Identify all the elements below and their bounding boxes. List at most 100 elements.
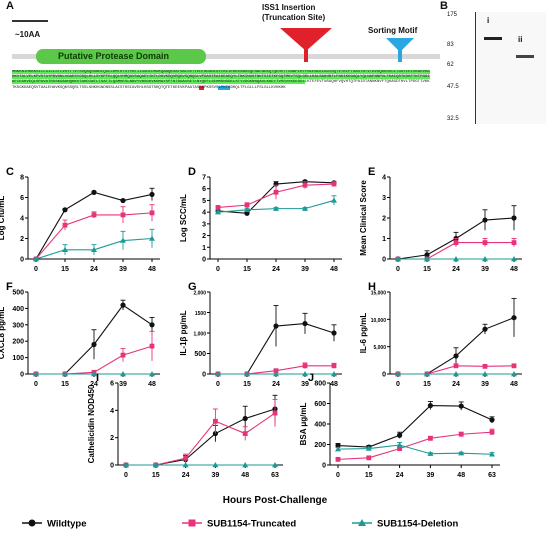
scale-bar-label: ~10AA (15, 30, 41, 39)
insertion-line (304, 46, 308, 62)
y-tick-label: 300 (12, 322, 24, 329)
panel-letter: G (188, 281, 197, 293)
blot-band-label-i: i (487, 16, 490, 25)
data-point-triangle (215, 371, 221, 377)
legend-label: SUB1154-Deletion (377, 519, 459, 530)
ladder-label: 175 (447, 12, 458, 18)
data-point-square (242, 431, 248, 436)
data-point-triangle (123, 462, 129, 468)
y-tick-label: 6 (20, 195, 24, 202)
data-point-triangle (62, 371, 68, 377)
panel-letter-a: A (6, 0, 14, 12)
legend: Wildtype SUB1154-Truncated SUB1154-Deletio… (22, 519, 459, 530)
y-tick-label: 200 (12, 339, 24, 346)
x-tick-label: 48 (510, 266, 518, 273)
x-tick-label: 0 (396, 381, 400, 388)
data-point-square (272, 410, 278, 416)
data-point-square (331, 363, 337, 369)
data-point-triangle (395, 371, 401, 377)
data-point-circle (335, 442, 341, 449)
x-tick-label: 48 (330, 266, 338, 273)
x-tick-label: 24 (272, 381, 280, 388)
ladder-label: 62 (447, 62, 454, 68)
data-point-triangle (302, 371, 308, 377)
chart-j: J 0 200 400 600 800 0 15 24 39 48 63 BSA μg/mL (299, 372, 500, 479)
data-point-circle (91, 189, 97, 195)
sequence-middle: LKTEFEVTNSGQHFVQVHTQTPAIDTANNKNVFTQKAGDT… (12, 80, 430, 90)
motif-label: Sorting Motif (368, 26, 418, 35)
sequence-end: DKQLTFLGLLLFSLGLLKVKKHK (230, 85, 286, 90)
data-point-square (273, 368, 279, 374)
data-point-triangle (120, 237, 126, 243)
x-tick-label: 39 (427, 472, 435, 479)
data-point-square (482, 240, 488, 245)
data-point-triangle (331, 197, 337, 203)
blot-band-i (484, 37, 502, 40)
y-axis-label: CXCL8 pg/mL (0, 307, 6, 360)
x-tick-label: 24 (396, 472, 404, 479)
data-point-circle (302, 320, 308, 327)
data-point-triangle (489, 451, 495, 457)
data-point-square (120, 212, 126, 218)
protease-domain-bar (36, 49, 206, 64)
chart-h: H 0 5,000 10,000 15,000 0 15 24 39 48 IL-6 pg/mL (359, 281, 522, 388)
x-tick-label: 48 (148, 381, 156, 388)
legend-label: Wildtype (47, 519, 87, 530)
y-tick-label: 1500 (195, 311, 206, 317)
legend-label: SUB1154-Truncated (207, 519, 296, 530)
panel-letter: E (368, 166, 375, 178)
data-point-triangle (91, 246, 97, 252)
y-tick-label: 7 (202, 175, 206, 182)
x-tick-label: 39 (301, 381, 309, 388)
y-tick-label: 1 (382, 236, 386, 243)
data-point-square (331, 181, 337, 187)
data-point-circle (120, 302, 126, 308)
data-point-triangle (396, 442, 403, 448)
ladder-label: 47.5 (447, 84, 459, 90)
y-tick-label: 8 (20, 175, 24, 182)
x-tick-label: 24 (90, 381, 98, 388)
data-point-circle (244, 210, 250, 216)
data-point-square (366, 455, 372, 461)
data-point-triangle (427, 450, 434, 456)
data-point-triangle (511, 256, 517, 262)
data-point-square (183, 455, 188, 461)
data-point-square (302, 182, 308, 188)
blot-ladder: 175 83 62 47.5 32.5 (447, 12, 473, 132)
y-tick-label: 0 (202, 372, 206, 379)
x-tick-label: 0 (336, 472, 340, 479)
data-point-triangle (331, 371, 337, 377)
data-point-triangle (453, 256, 459, 262)
x-tick-label: 39 (481, 381, 489, 388)
y-tick-label: 0 (20, 372, 24, 379)
y-tick-label: 0 (202, 257, 206, 264)
x-tick-label: 48 (510, 381, 518, 388)
x-tick-label: 0 (216, 381, 220, 388)
data-point-triangle (244, 206, 250, 212)
y-tick-label: 1,000 (193, 332, 206, 338)
motif-marker (386, 38, 414, 52)
blot-band-label-ii: ii (518, 35, 523, 44)
data-point-circle (331, 330, 337, 336)
y-tick-label: 4 (110, 408, 114, 415)
data-point-triangle (242, 462, 249, 468)
data-point-triangle (458, 450, 465, 456)
data-point-square (62, 222, 68, 228)
legend-marker-triangle (358, 519, 366, 526)
y-tick-label: 4 (382, 175, 386, 182)
data-point-circle (149, 191, 155, 198)
x-tick-label: 15 (365, 472, 373, 479)
ladder-label: 32.5 (447, 116, 459, 122)
data-point-circle (62, 207, 68, 213)
data-point-triangle (244, 371, 250, 377)
series-line-triangle (337, 444, 493, 455)
x-tick-label: 24 (452, 381, 460, 388)
x-tick-label: 24 (272, 266, 280, 273)
data-point-circle (397, 432, 403, 438)
data-point-triangle (149, 235, 155, 241)
data-point-circle (489, 417, 495, 423)
x-tick-label: 15 (61, 266, 69, 273)
y-axis-label: Cathelicidin NOD450 (87, 384, 96, 463)
x-tick-label: 39 (119, 266, 127, 273)
